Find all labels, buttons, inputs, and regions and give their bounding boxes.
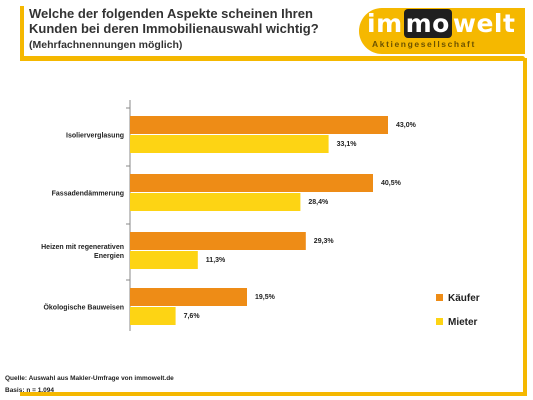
legend-label: Mieter bbox=[448, 317, 478, 328]
data-label: 11,3% bbox=[206, 257, 226, 264]
data-label: 29,3% bbox=[314, 238, 335, 245]
header-accent-bar bbox=[20, 6, 24, 61]
frame-bottom bbox=[20, 392, 527, 396]
category-label: Ökologische Bauweisen bbox=[43, 303, 124, 312]
category-label: Isolierverglasung bbox=[66, 133, 124, 140]
legend-swatch bbox=[436, 294, 443, 301]
data-label: 28,4% bbox=[308, 199, 329, 206]
bar-mieter bbox=[130, 307, 176, 325]
immowelt-logo: im mo welt bbox=[367, 9, 515, 38]
bar-kaeufer bbox=[130, 288, 247, 306]
bar-mieter bbox=[130, 251, 198, 269]
logo-suffix: welt bbox=[452, 9, 516, 38]
title-subtitle: (Mehrfachnennungen möglich) bbox=[29, 39, 183, 51]
legend-label: Käufer bbox=[448, 293, 480, 304]
bar-mieter bbox=[130, 193, 301, 211]
data-label: 33,1% bbox=[337, 141, 358, 148]
data-label: 40,5% bbox=[381, 180, 402, 187]
legend-swatch bbox=[436, 318, 443, 325]
source-note: Quelle: Auswahl aus Makler-Umfrage von i… bbox=[5, 375, 174, 382]
basis-note: Basis: n = 1.094 bbox=[5, 387, 54, 394]
bar-kaeufer bbox=[130, 174, 373, 192]
category-label: Fassadendämmerung bbox=[52, 191, 124, 198]
logo-mo: mo bbox=[403, 9, 452, 38]
data-label: 43,0% bbox=[396, 122, 417, 129]
bar-kaeufer bbox=[130, 232, 306, 250]
title-text: Welche der folgenden Aspekte scheinen Ih… bbox=[29, 6, 319, 36]
header-underline bbox=[20, 56, 525, 61]
bar-mieter bbox=[130, 135, 329, 153]
category-label: Heizen mit regenerativen Energien bbox=[41, 244, 124, 260]
frame-right bbox=[523, 58, 527, 395]
logo-prefix: im bbox=[367, 9, 403, 38]
data-label: 7,6% bbox=[184, 313, 201, 320]
bar-kaeufer bbox=[130, 116, 388, 134]
logo-tagline: Aktiengesellschaft bbox=[372, 39, 476, 49]
data-label: 19,5% bbox=[255, 294, 276, 301]
chart-title: Welche der folgenden Aspekte scheinen Ih… bbox=[29, 6, 359, 53]
